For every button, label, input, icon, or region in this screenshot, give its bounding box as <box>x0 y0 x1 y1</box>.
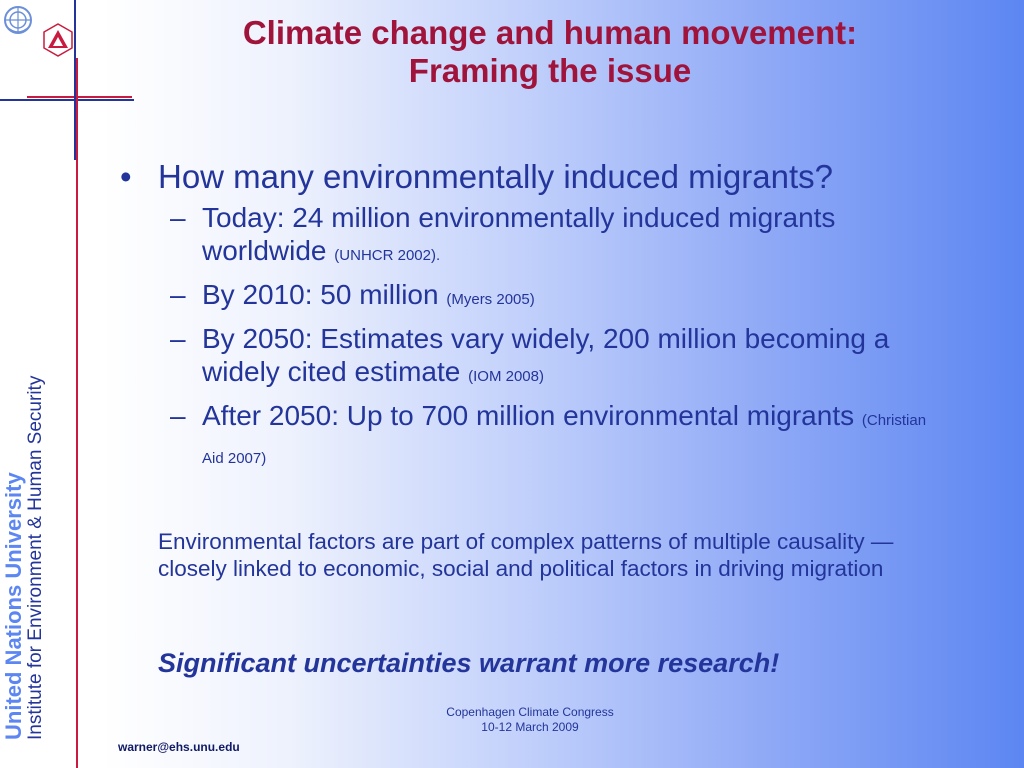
left-divider-blue <box>74 0 76 160</box>
main-bullet: • How many environmentally induced migra… <box>118 158 938 195</box>
citation: (Christian Aid 2007) <box>202 412 927 467</box>
slide-content: • How many environmentally induced migra… <box>118 158 938 481</box>
footer-event-date: 10-12 March 2009 <box>481 720 579 734</box>
sub-bullet-text: After 2050: Up to 700 million environmen… <box>202 400 855 431</box>
unu-logo-icon <box>43 23 73 57</box>
causality-paragraph: Environmental factors are part of comple… <box>158 529 894 581</box>
slide-title-line1: Climate change and human movement: <box>242 14 858 51</box>
header-divider-blue <box>0 99 134 101</box>
sidebar-vertical-text: United Nations University Institute for … <box>1 280 47 740</box>
footer-event: Copenhagen Climate Congress 10-12 March … <box>390 705 670 735</box>
sub-bullet-2010: – By 2010: 50 million (Myers 2005) <box>118 278 938 316</box>
main-bullet-text: How many environmentally induced migrant… <box>158 158 833 195</box>
dash-marker: – <box>170 400 186 431</box>
slide-title: Climate change and human movement: Frami… <box>150 14 950 90</box>
sub-bullet-2050: – By 2050: Estimates vary widely, 200 mi… <box>118 322 938 393</box>
sub-bullet-after-2050: – After 2050: Up to 700 million environm… <box>118 399 938 475</box>
left-panel <box>0 0 76 768</box>
sub-bullet-text: By 2050: Estimates vary widely, 200 mill… <box>202 323 890 387</box>
dash-marker: – <box>170 202 186 233</box>
citation: (IOM 2008) <box>468 368 544 385</box>
dash-marker: – <box>170 323 186 354</box>
sub-bullet-text: By 2010: 50 million <box>202 279 439 310</box>
left-divider-red <box>76 58 78 768</box>
sub-bullet-today: – Today: 24 million environmentally indu… <box>118 201 938 272</box>
footer-event-name: Copenhagen Climate Congress <box>446 705 614 719</box>
contact-email: warner@ehs.unu.edu <box>118 740 240 754</box>
sidebar-institute-name: Institute for Environment & Human Securi… <box>25 375 47 740</box>
emphasis-statement: Significant uncertainties warrant more r… <box>158 648 780 678</box>
citation: (UNHCR 2002). <box>334 247 441 264</box>
sub-bullet-list: – Today: 24 million environmentally indu… <box>118 201 938 475</box>
sub-bullet-text: Today: 24 million environmentally induce… <box>202 202 836 266</box>
slide-title-line2: Framing the issue <box>408 52 692 89</box>
un-emblem-icon <box>4 6 32 34</box>
header-divider-red <box>27 96 132 98</box>
sidebar-org-name: United Nations University <box>1 472 26 740</box>
bullet-marker: • <box>120 158 132 195</box>
citation: (Myers 2005) <box>446 291 535 308</box>
dash-marker: – <box>170 279 186 310</box>
